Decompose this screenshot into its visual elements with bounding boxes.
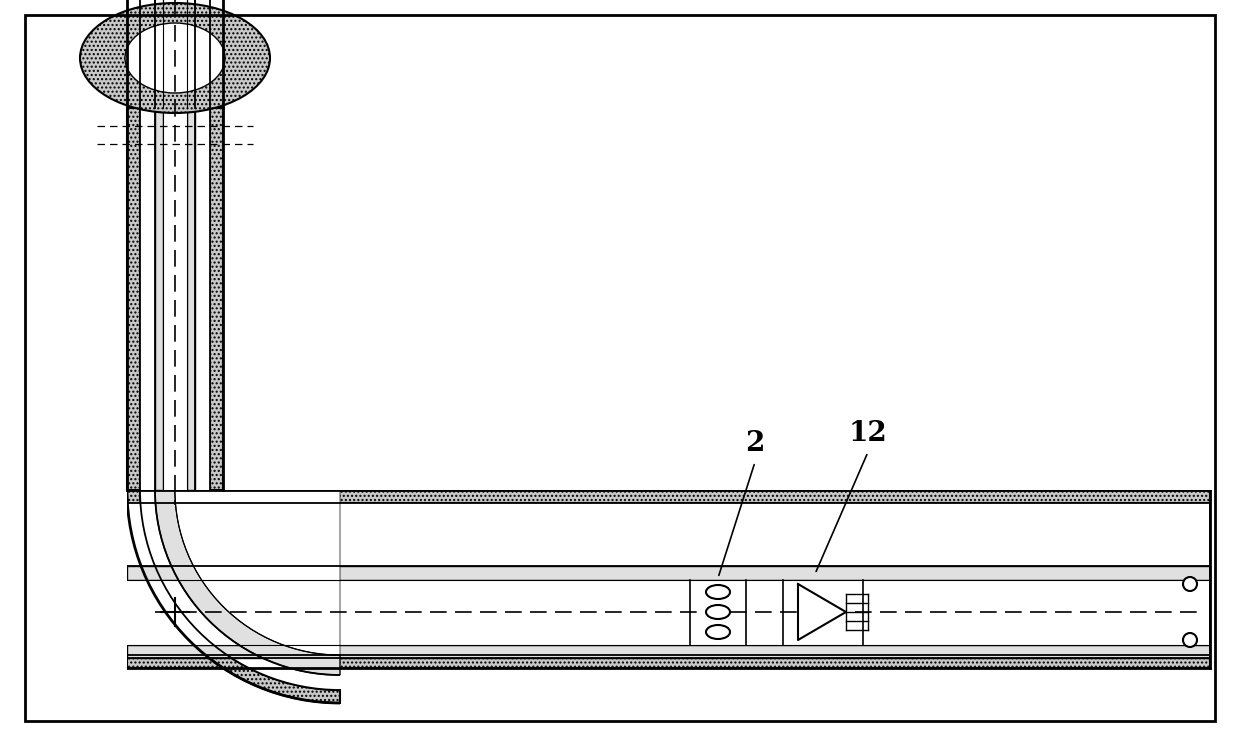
Bar bbox=[0, 0, 1240, 490]
Ellipse shape bbox=[706, 585, 730, 599]
Text: 2: 2 bbox=[745, 430, 765, 457]
Circle shape bbox=[1183, 633, 1197, 647]
Ellipse shape bbox=[706, 605, 730, 619]
Wedge shape bbox=[175, 490, 340, 655]
Bar bbox=[126, 503, 1210, 566]
Bar bbox=[126, 645, 1210, 658]
Bar bbox=[140, 108, 155, 490]
Ellipse shape bbox=[81, 3, 270, 113]
Bar bbox=[155, 108, 162, 490]
Wedge shape bbox=[155, 490, 340, 675]
Wedge shape bbox=[140, 490, 340, 690]
Bar bbox=[126, 566, 1210, 580]
Ellipse shape bbox=[125, 23, 224, 93]
Text: 12: 12 bbox=[848, 420, 888, 447]
Bar bbox=[126, 580, 1210, 645]
Circle shape bbox=[1183, 577, 1197, 591]
Bar bbox=[195, 108, 210, 490]
Bar bbox=[126, 108, 140, 490]
Wedge shape bbox=[126, 490, 340, 703]
Bar bbox=[187, 108, 195, 490]
Bar bbox=[126, 490, 1210, 503]
Bar bbox=[162, 108, 187, 490]
Bar bbox=[126, 655, 1210, 658]
Bar bbox=[210, 108, 223, 490]
Bar bbox=[0, 0, 126, 736]
Bar bbox=[126, 655, 1210, 668]
Polygon shape bbox=[799, 584, 846, 640]
Ellipse shape bbox=[706, 625, 730, 639]
Wedge shape bbox=[126, 490, 340, 703]
